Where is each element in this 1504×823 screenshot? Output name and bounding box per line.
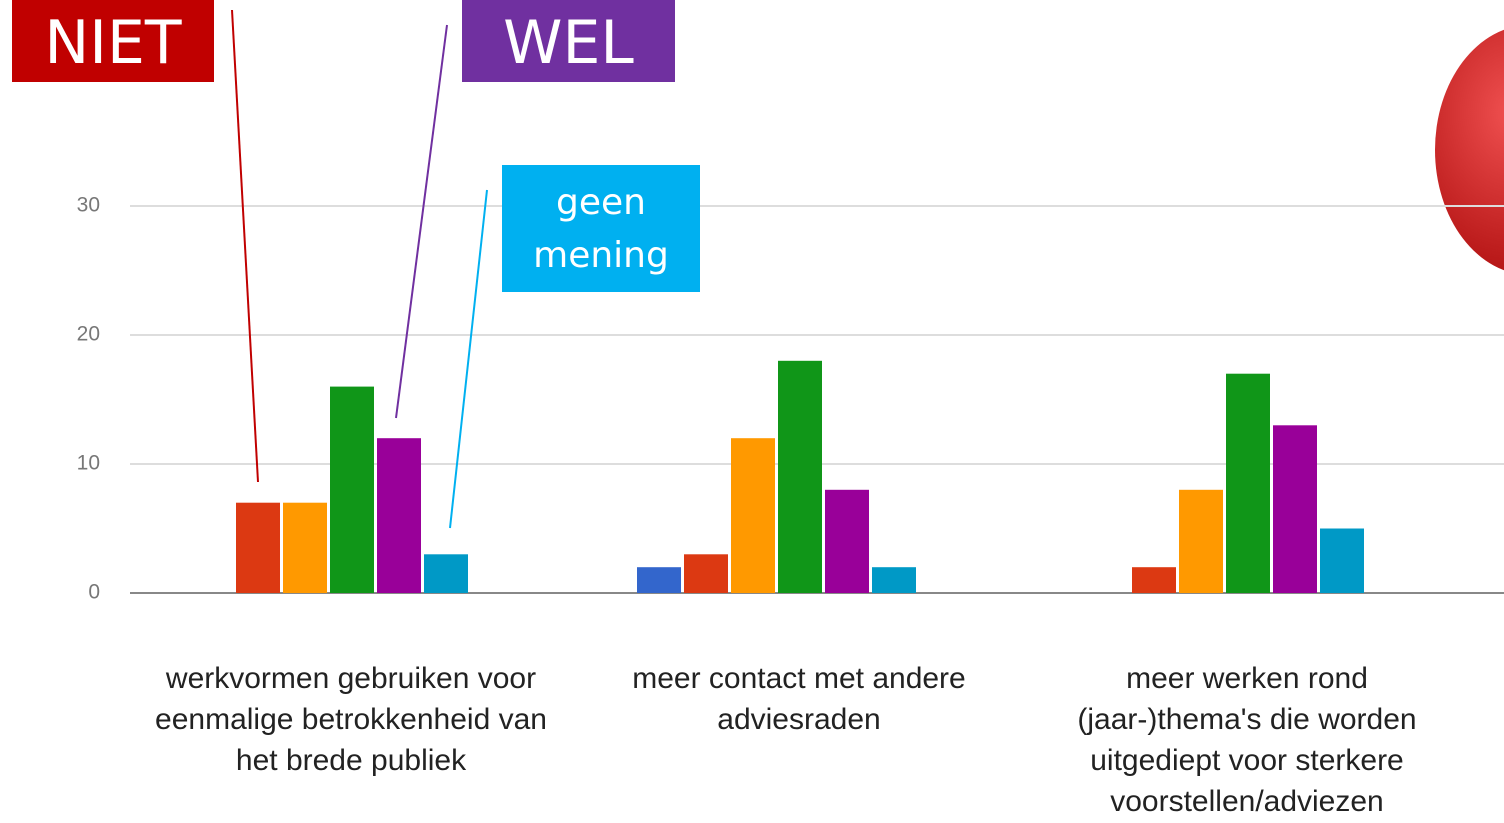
annotation: geen mening [502, 165, 700, 292]
page: 0 10 20 30 werkvormen gebruiken voor eenmal… [0, 0, 1504, 823]
bar [731, 438, 775, 593]
bar [637, 567, 681, 593]
bar [872, 567, 916, 593]
bar [1179, 490, 1223, 593]
annotation: NIET [12, 0, 214, 82]
bar [1273, 425, 1317, 593]
bar [377, 438, 421, 593]
bar [236, 503, 280, 593]
x-tick-label: werkvormen gebruiken voor eenmalige betr… [141, 658, 561, 781]
annotation-leader [396, 25, 447, 418]
bar [283, 503, 327, 593]
bar [1132, 567, 1176, 593]
y-tick-label: 10 [77, 452, 100, 475]
decoration [1435, 25, 1504, 275]
bar [1226, 374, 1270, 593]
bar [684, 554, 728, 593]
y-tick-label: 30 [77, 194, 100, 217]
annotation: WEL [462, 0, 675, 82]
bar [1320, 529, 1364, 594]
bar [825, 490, 869, 593]
annotation-leader [232, 10, 258, 482]
x-tick-label: meer contact met andere adviesraden [589, 658, 1009, 740]
bar [424, 554, 468, 593]
x-tick-label: meer werken rond (jaar-)thema's die word… [1037, 658, 1457, 822]
y-tick-label: 0 [88, 581, 100, 604]
annotation-leader [450, 190, 487, 528]
bar [778, 361, 822, 593]
bar [330, 387, 374, 593]
y-tick-label: 20 [77, 323, 100, 346]
